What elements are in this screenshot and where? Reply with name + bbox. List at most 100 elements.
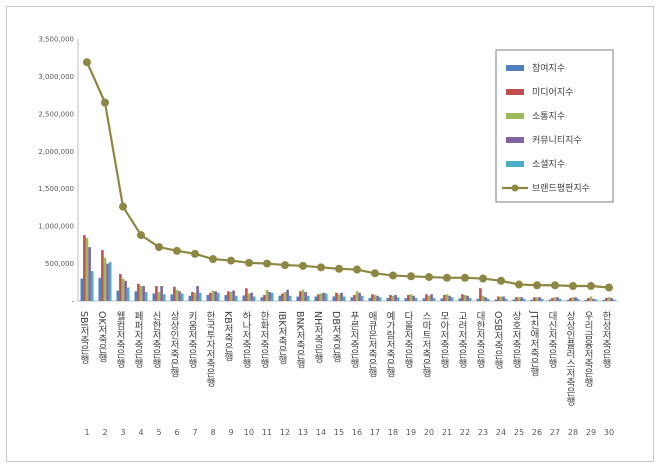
bar	[396, 297, 400, 301]
legend-box	[495, 49, 614, 203]
bar	[90, 271, 94, 301]
bar	[227, 291, 230, 301]
x-rank-label: 18	[388, 428, 398, 437]
bar	[314, 296, 318, 301]
x-rank-label: 20	[424, 428, 434, 437]
x-category-label: 상상인저축은행	[168, 311, 179, 378]
bar	[245, 288, 248, 301]
x-category-label: 하나저축은행	[240, 310, 251, 368]
bar	[612, 299, 616, 301]
bar	[412, 295, 415, 301]
bar	[196, 286, 199, 301]
bar	[157, 292, 161, 301]
bar	[517, 297, 521, 301]
x-category-label: 한성저축은행	[600, 311, 611, 368]
brand-index-point	[209, 255, 217, 264]
bar	[263, 295, 266, 301]
bar	[278, 295, 282, 301]
chart-frame: - 500,000 1,000,000 1,500,000 2,000,000 2,500…	[6, 6, 654, 462]
bar	[232, 290, 235, 301]
x-rank-label: 2	[102, 428, 107, 437]
x-category-label: 한화저축은행	[258, 311, 269, 368]
brand-index-point	[587, 282, 595, 291]
bar	[342, 296, 346, 301]
bar	[481, 295, 485, 301]
bar	[466, 295, 469, 301]
brand-index-point	[119, 202, 127, 211]
x-rank-label: 13	[298, 428, 308, 437]
x-rank-label: 28	[568, 428, 578, 437]
legend-swatch	[506, 161, 524, 167]
bar	[144, 292, 148, 301]
bar	[265, 289, 269, 301]
bar	[589, 296, 593, 301]
brand-index-point	[173, 246, 181, 255]
bar	[571, 297, 575, 301]
bar	[134, 291, 138, 301]
brand-index-point	[281, 261, 289, 270]
x-rank-label: 14	[316, 428, 326, 437]
x-category-label: OK저축은행	[96, 311, 107, 363]
bar	[353, 295, 356, 301]
legend-label: 소셜지수	[532, 159, 565, 170]
x-category-label: 다올저축은행	[402, 311, 413, 368]
brand-index-point	[569, 282, 577, 291]
bar	[576, 298, 580, 301]
bar	[324, 293, 328, 301]
bar	[404, 298, 408, 301]
bar	[180, 293, 184, 301]
brand-index-point	[101, 98, 109, 107]
brand-index-point	[461, 273, 469, 282]
x-rank-label: 9	[228, 428, 233, 437]
bar	[584, 299, 588, 301]
bar	[188, 295, 192, 301]
brand-index-point	[551, 281, 559, 290]
y-tick-label: 1,000,000	[38, 223, 74, 231]
bar	[124, 280, 127, 301]
bar	[389, 295, 392, 301]
x-category-label: 신한저축은행	[150, 311, 161, 368]
bar	[371, 294, 374, 301]
brand-index-point	[263, 259, 271, 268]
brand-index-point	[83, 58, 91, 67]
x-rank-label: 30	[604, 428, 614, 437]
bar	[394, 295, 397, 301]
x-rank-label: 23	[478, 428, 488, 437]
bar	[340, 292, 343, 301]
bar	[461, 294, 464, 301]
bar	[139, 286, 143, 301]
bar	[368, 298, 372, 301]
bar	[229, 292, 233, 301]
bar	[499, 296, 503, 301]
bar	[422, 298, 426, 301]
bar	[198, 292, 202, 301]
legend-swatch	[506, 65, 524, 71]
bar	[566, 299, 570, 301]
bar	[306, 295, 310, 301]
bar	[504, 298, 508, 301]
bar	[450, 297, 454, 301]
bar	[553, 297, 557, 301]
x-category-label: 상호저축은행	[510, 311, 521, 368]
bar	[427, 295, 431, 301]
bar	[594, 299, 598, 301]
bar	[355, 291, 359, 301]
x-category-label: 대한저축은행	[474, 311, 485, 368]
x-rank-label: 21	[442, 428, 452, 437]
bar	[252, 296, 256, 301]
brand-index-point	[371, 269, 379, 278]
bar	[463, 295, 467, 301]
bar	[211, 290, 215, 301]
bar	[286, 289, 289, 301]
brand-index-point	[299, 261, 307, 270]
brand-index-point	[353, 265, 361, 274]
x-rank-label: 6	[174, 428, 179, 437]
brand-index-point	[533, 281, 541, 290]
x-rank-label: 27	[550, 428, 560, 437]
bar	[85, 238, 89, 301]
x-rank-label: 11	[262, 428, 272, 437]
bar	[224, 295, 228, 301]
bar	[214, 291, 217, 301]
legend-label: 브랜드평판지수	[532, 183, 590, 194]
brand-index-point	[335, 264, 343, 273]
